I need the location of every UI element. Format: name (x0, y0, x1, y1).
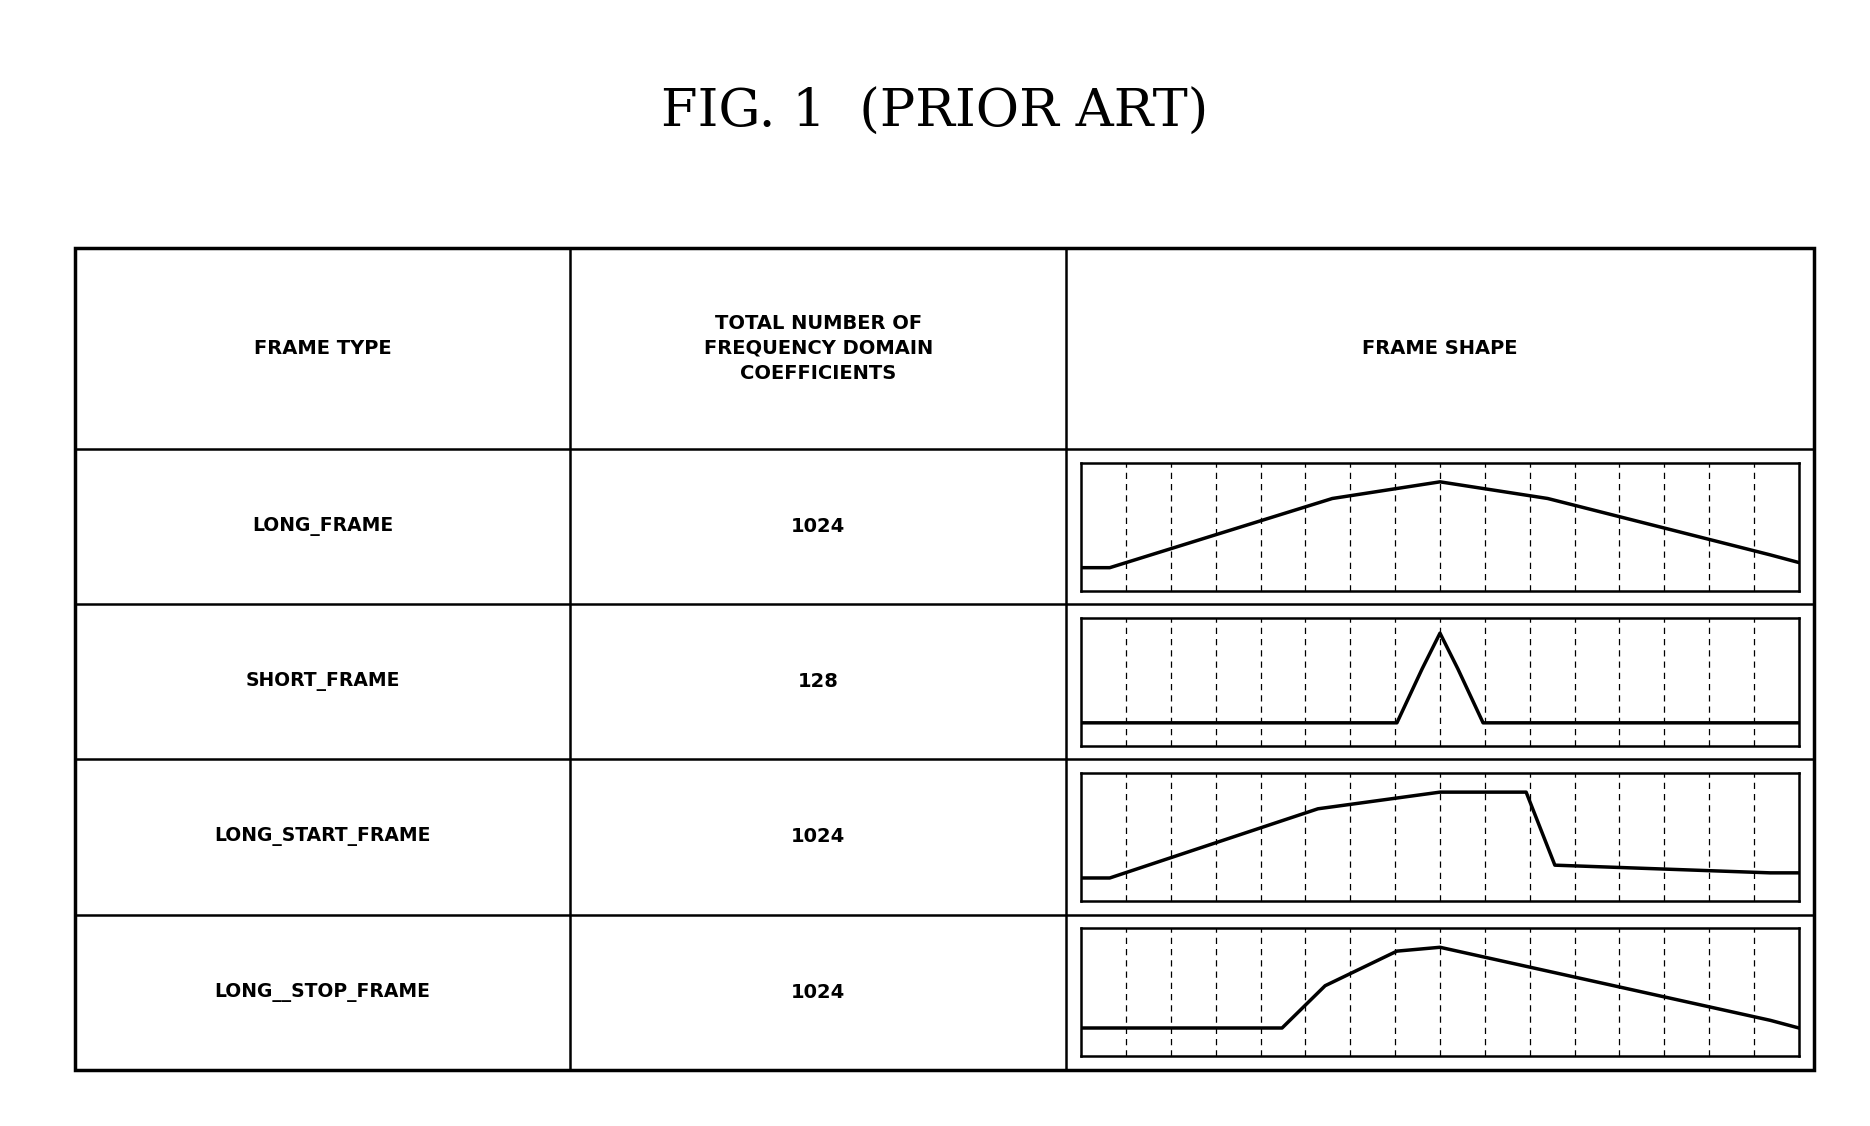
Text: 1024: 1024 (791, 983, 845, 1002)
Text: 128: 128 (798, 672, 840, 691)
Text: LONG_START_FRAME: LONG_START_FRAME (215, 828, 430, 847)
Text: 1024: 1024 (791, 517, 845, 536)
Text: TOTAL NUMBER OF
FREQUENCY DOMAIN
COEFFICIENTS: TOTAL NUMBER OF FREQUENCY DOMAIN COEFFIC… (703, 314, 933, 383)
Text: LONG_FRAME: LONG_FRAME (252, 517, 393, 536)
Text: LONG__STOP_FRAME: LONG__STOP_FRAME (215, 983, 430, 1002)
Text: FRAME SHAPE: FRAME SHAPE (1361, 339, 1518, 358)
Text: FRAME TYPE: FRAME TYPE (254, 339, 391, 358)
Bar (75, 248, 1814, 1070)
Text: 1024: 1024 (791, 828, 845, 847)
Text: FIG. 1  (PRIOR ART): FIG. 1 (PRIOR ART) (662, 87, 1208, 138)
Text: SHORT_FRAME: SHORT_FRAME (245, 672, 400, 691)
